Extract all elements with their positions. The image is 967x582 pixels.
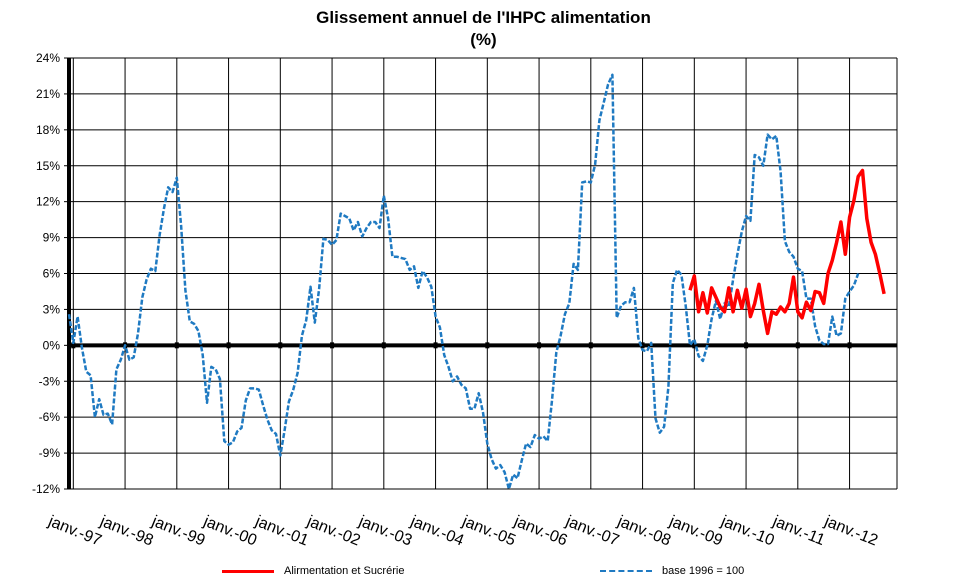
series-line-1 bbox=[688, 168, 886, 336]
y-tick-label: 18% bbox=[36, 123, 60, 137]
y-tick-label: 3% bbox=[43, 302, 61, 316]
y-tick-label: -9% bbox=[39, 446, 61, 460]
y-tick-label: 15% bbox=[36, 159, 60, 173]
x-tick-label: janv.-11 bbox=[769, 513, 827, 550]
y-tick-label: -12% bbox=[32, 482, 60, 496]
x-tick-label: janv.-02 bbox=[304, 513, 363, 550]
legend-label-series-2: base 1996 = 100 bbox=[662, 565, 745, 577]
x-tick-label: janv.-99 bbox=[148, 513, 207, 550]
x-tick-label: janv.-01 bbox=[252, 513, 311, 550]
legend-item-series-2: base 1996 = 100 bbox=[600, 562, 744, 580]
chart-title: Glissement annuel de l'IHPC alimentation bbox=[316, 8, 651, 27]
legend-swatch-series-1 bbox=[222, 569, 274, 573]
legend-item-series-1: Alirmentation et Sucrérie bbox=[222, 562, 404, 580]
x-tick-label: janv.-07 bbox=[562, 513, 621, 550]
y-tick-label: 12% bbox=[36, 195, 60, 209]
x-tick-label: janv.-98 bbox=[97, 513, 156, 550]
x-tick-label: janv.-08 bbox=[614, 513, 673, 550]
y-tick-label: 6% bbox=[43, 267, 61, 281]
y-tick-label: -3% bbox=[39, 374, 61, 388]
legend-label-series-1: Alirmentation et Sucrérie bbox=[284, 565, 405, 577]
y-tick-label: 0% bbox=[43, 338, 61, 352]
x-tick-label: janv.-97 bbox=[45, 513, 104, 550]
x-tick-label: janv.-00 bbox=[200, 513, 259, 550]
x-tick-label: janv.-04 bbox=[407, 513, 466, 550]
y-tick-label: 24% bbox=[36, 51, 60, 65]
y-tick-label: 21% bbox=[36, 87, 60, 101]
legend-swatch-series-2 bbox=[600, 570, 652, 572]
y-tick-label: 9% bbox=[43, 231, 61, 245]
y-tick-label: -6% bbox=[39, 410, 61, 424]
x-tick-label: janv.-06 bbox=[511, 513, 570, 550]
x-tick-label: janv.-10 bbox=[718, 513, 777, 550]
chart-legend: Alirmentation et Sucrérie base 1996 = 10… bbox=[0, 562, 967, 580]
chart-subtitle: (%) bbox=[470, 30, 497, 49]
x-tick-label: janv.-12 bbox=[821, 513, 880, 550]
x-tick-label: janv.-09 bbox=[666, 513, 725, 550]
chart-plot: -12% -9% -6% -3% 0% 3% 6% 9% 12% 15% 18% 21% 24% janv… bbox=[32, 51, 898, 550]
x-tick-label: janv.-05 bbox=[459, 513, 518, 550]
x-tick-label: janv.-03 bbox=[355, 513, 414, 550]
